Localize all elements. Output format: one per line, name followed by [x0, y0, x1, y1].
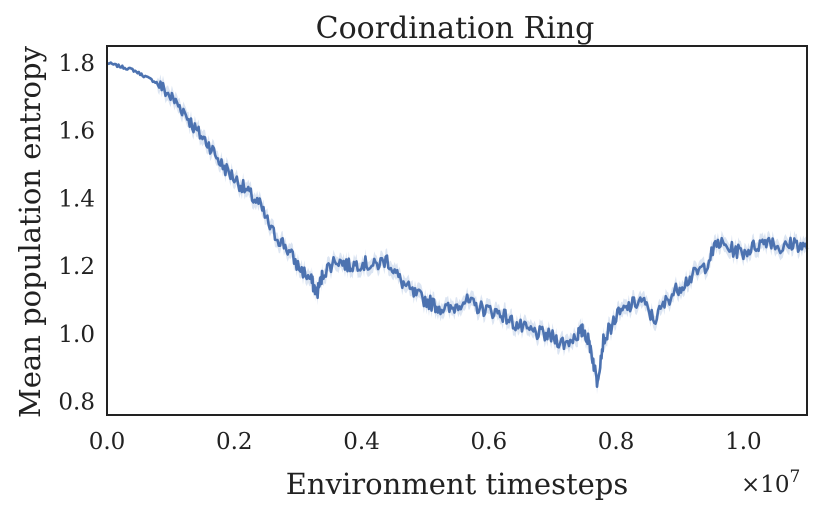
x-tick-label: 0.0 [89, 429, 126, 455]
y-tick-label: 1.6 [58, 119, 95, 145]
x-axis-multiplier-exponent: 7 [790, 467, 801, 487]
y-tick-label: 1.4 [58, 186, 95, 212]
plot-frame [106, 45, 808, 416]
y-axis-label: Mean population entropy [13, 45, 47, 418]
series-line [106, 61, 809, 388]
x-tick-label: 0.2 [216, 429, 253, 455]
y-tick-label: 1.2 [58, 254, 95, 280]
x-tick-label: 0.6 [471, 429, 508, 455]
y-tick-label: 1.0 [58, 322, 95, 348]
plot-area [106, 61, 809, 395]
x-tick-label: 0.8 [598, 429, 635, 455]
x-axis-ticks: 0.0 0.2 0.4 0.6 0.8 1.0 [89, 429, 762, 455]
x-axis-label: Environment timesteps [286, 467, 628, 501]
x-tick-label: 1.0 [725, 429, 762, 455]
x-tick-label: 0.4 [343, 429, 380, 455]
y-tick-label: 1.8 [58, 51, 95, 77]
x-axis-multiplier: ×107 [741, 467, 800, 498]
series-band [107, 61, 807, 395]
y-axis-ticks: 0.8 1.0 1.2 1.4 1.6 1.8 [58, 51, 95, 416]
y-tick-label: 0.8 [58, 389, 95, 415]
x-axis-multiplier-base: ×10 [741, 472, 790, 498]
chart-title: Coordination Ring [316, 11, 595, 46]
